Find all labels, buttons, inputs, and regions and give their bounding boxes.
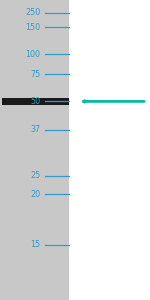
Text: 20: 20 — [30, 190, 40, 199]
Text: 250: 250 — [25, 8, 40, 17]
Bar — [2, 98, 69, 105]
Text: 25: 25 — [30, 171, 40, 180]
Text: 100: 100 — [26, 50, 40, 58]
Text: 37: 37 — [30, 125, 40, 134]
Text: 75: 75 — [30, 70, 40, 79]
Text: 15: 15 — [30, 240, 40, 249]
Bar — [0, 0, 69, 300]
Text: 50: 50 — [30, 97, 40, 106]
Text: 150: 150 — [25, 22, 40, 32]
